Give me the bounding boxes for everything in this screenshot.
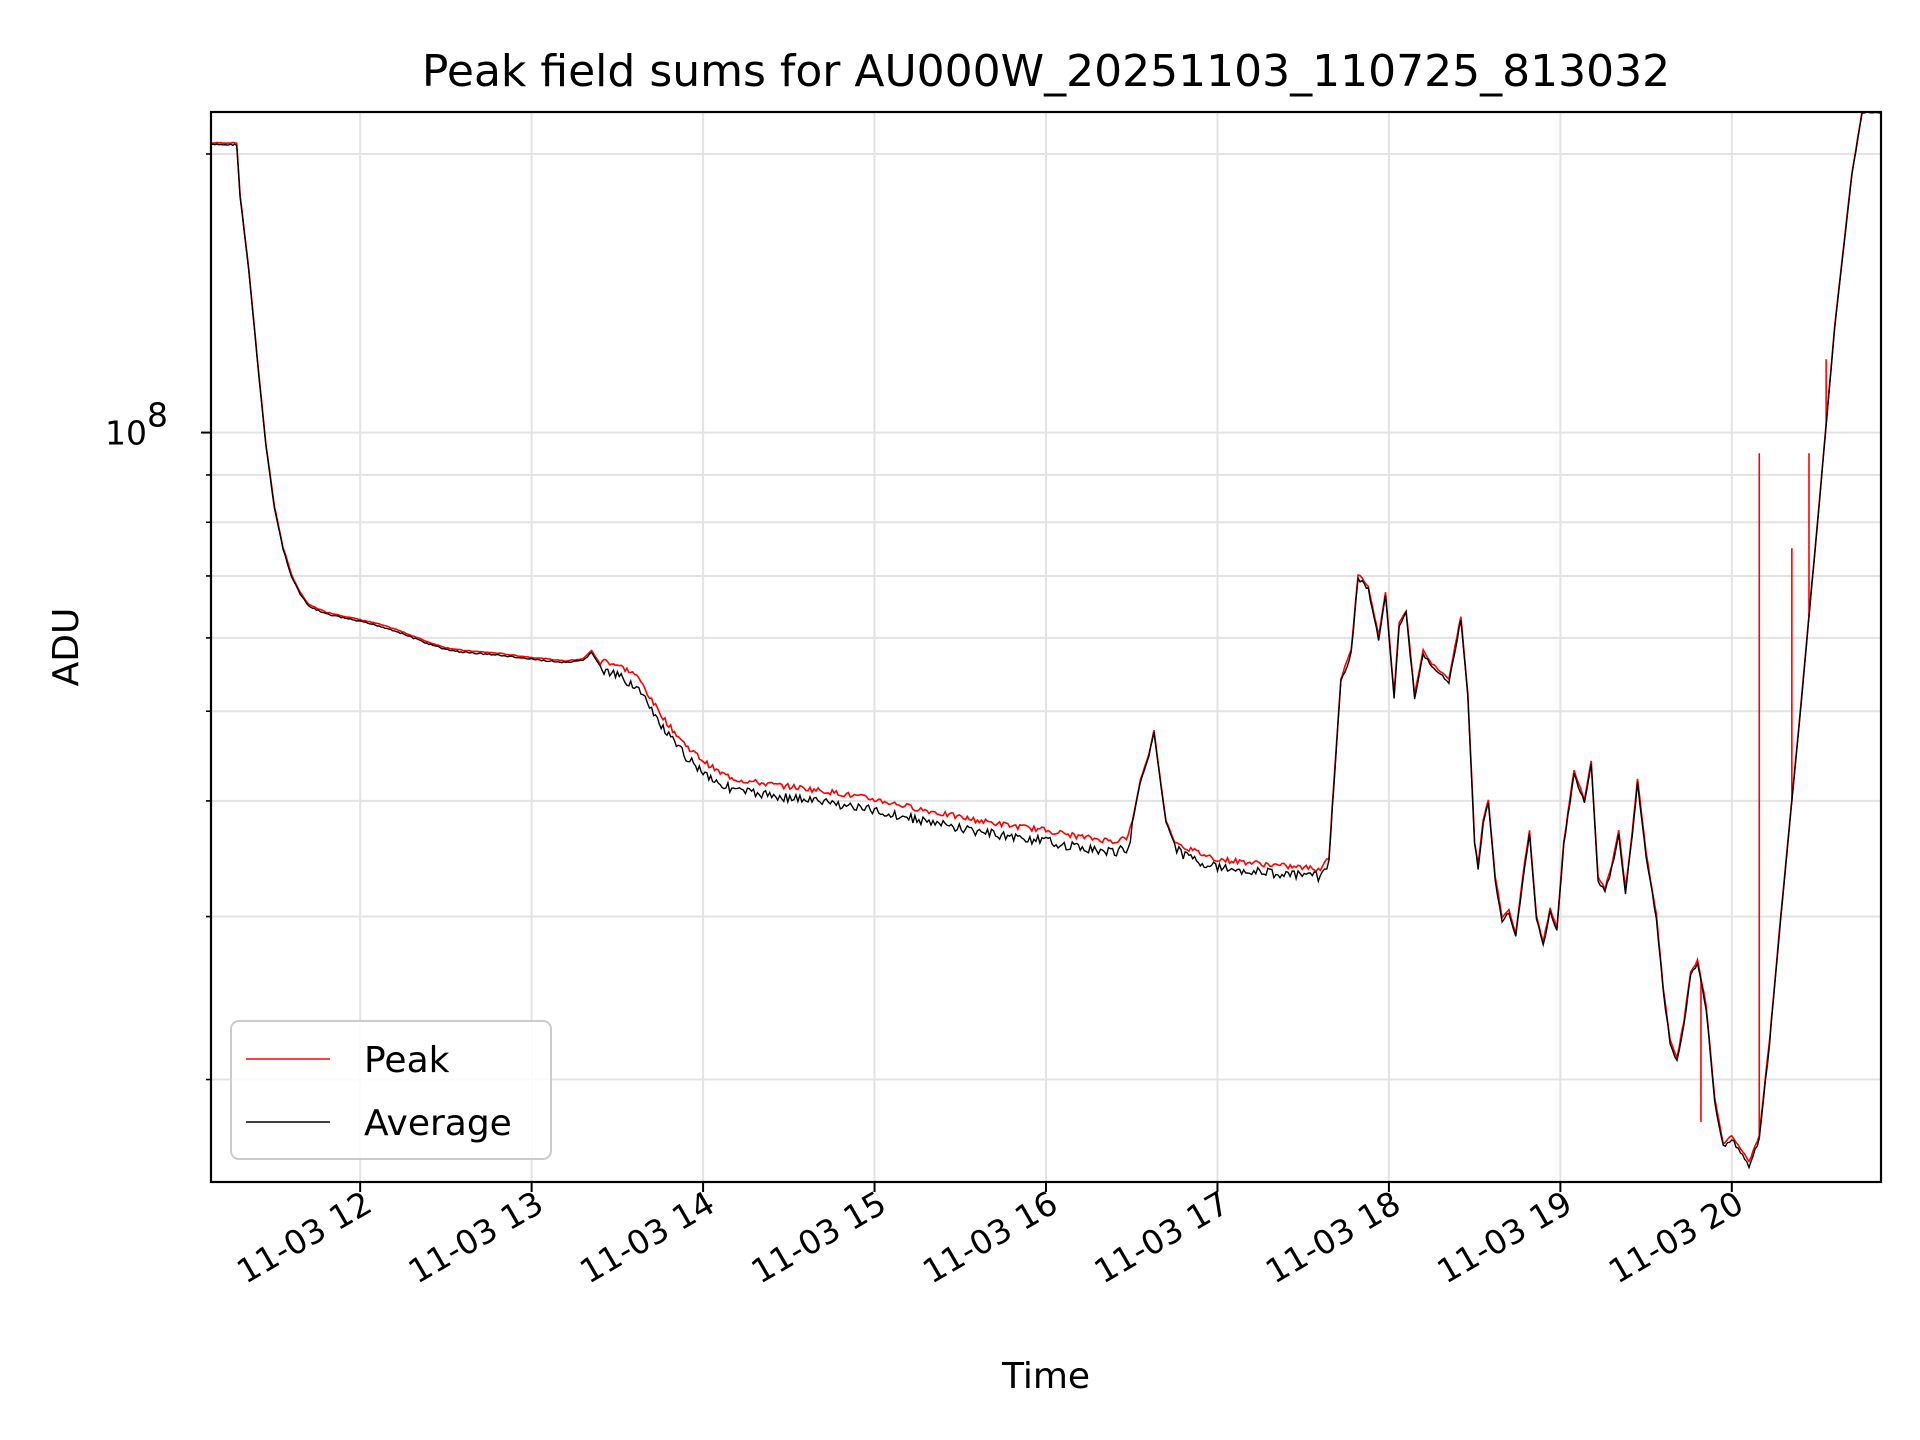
y-tick-label-exponent: 8 <box>147 396 168 435</box>
x-tick-label: 11-03 13 <box>402 1183 550 1291</box>
legend-box <box>230 1020 552 1160</box>
x-tick-label: 11-03 16 <box>916 1183 1064 1291</box>
y-tick-label: 10 <box>105 414 147 453</box>
chart-title: Peak field sums for AU000W_20251103_1107… <box>422 46 1670 97</box>
x-tick-label: 11-03 19 <box>1430 1183 1578 1291</box>
legend-label-average: Average <box>364 1103 512 1144</box>
x-tick-label: 11-03 18 <box>1259 1183 1407 1291</box>
legend-label-peak: Peak <box>364 1040 450 1081</box>
series-line-average <box>211 112 1881 1170</box>
grid <box>211 112 1881 1182</box>
x-axis-label: Time <box>1001 1356 1090 1397</box>
series-layer <box>211 112 1881 1170</box>
x-tick-label: 11-03 17 <box>1087 1183 1235 1291</box>
x-tick-label: 11-03 20 <box>1602 1183 1750 1291</box>
legend: Peak Average <box>230 1020 552 1160</box>
x-tick-label: 11-03 12 <box>230 1183 378 1291</box>
y-axis-label: ADU <box>46 608 87 687</box>
x-tick-label: 11-03 14 <box>573 1183 721 1291</box>
x-axis-ticks: 11-03 12 11-03 13 11-03 14 11-03 15 11-03 16… <box>230 1182 1750 1291</box>
x-tick-label: 11-03 15 <box>745 1183 893 1291</box>
y-axis-ticks: 10 8 <box>105 153 211 1081</box>
